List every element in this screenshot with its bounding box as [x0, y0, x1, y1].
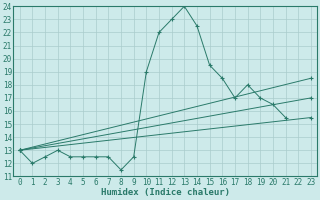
X-axis label: Humidex (Indice chaleur): Humidex (Indice chaleur)	[101, 188, 230, 197]
